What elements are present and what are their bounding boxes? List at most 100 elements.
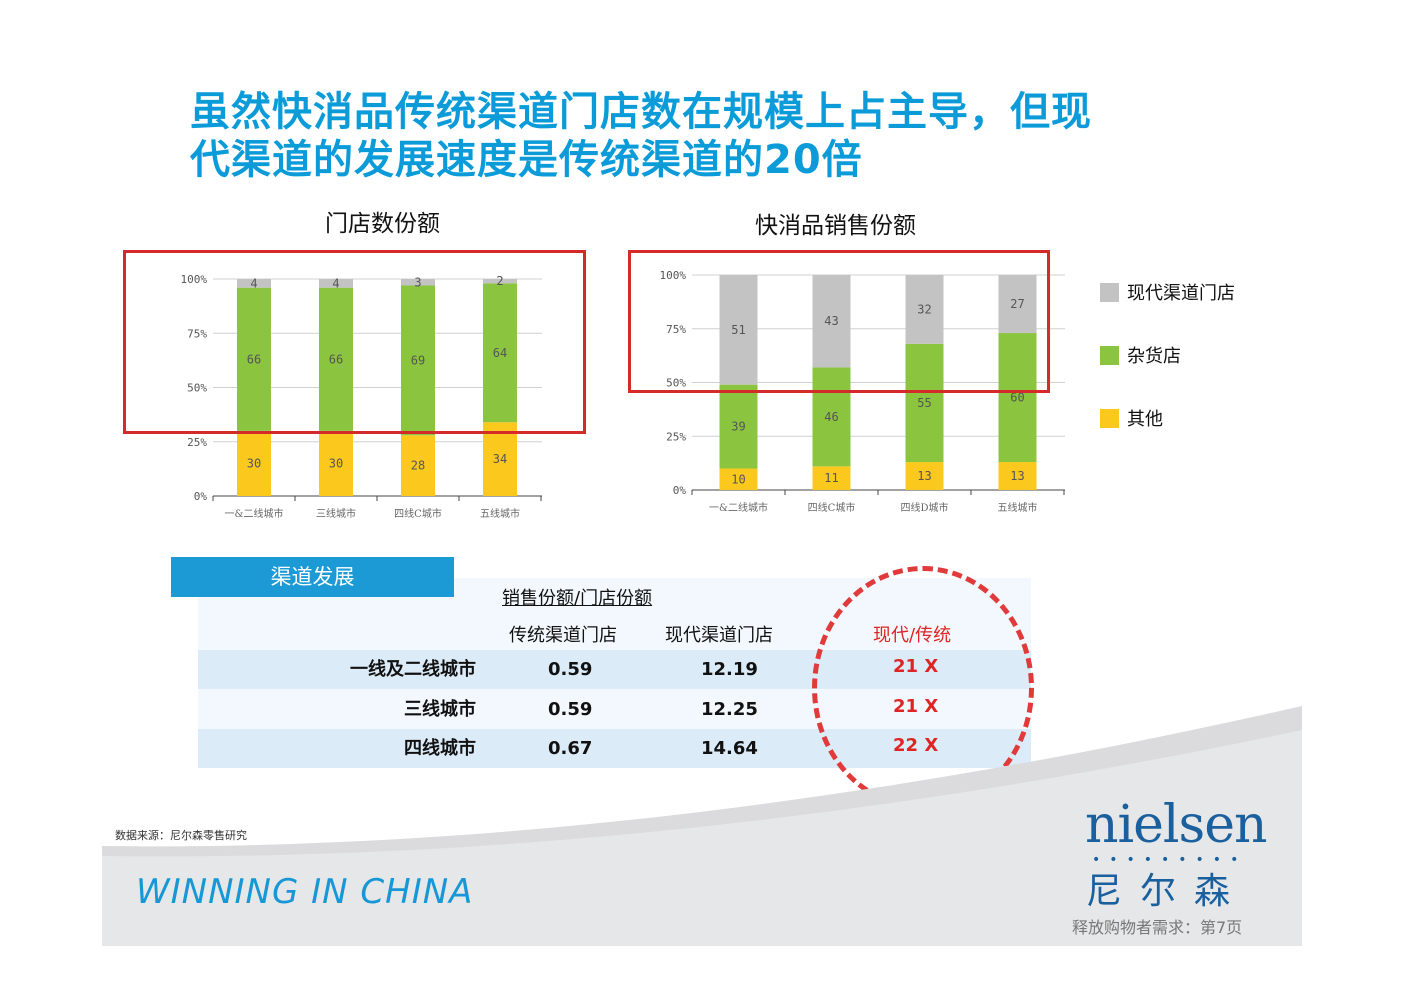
bar-segment <box>998 275 1037 334</box>
data-label: 4 <box>250 276 257 290</box>
bar-segment <box>483 422 517 496</box>
data-label: 13 <box>917 469 931 483</box>
x-tick-label: 四线C城市 <box>394 507 442 520</box>
legend-swatch <box>1100 408 1119 428</box>
store-share-chart: 0% 25% 50% 75% 100% 30 66 4 一&二线城市 30 66 4 三线城市 28 69 3… <box>181 273 542 520</box>
data-label: 27 <box>1010 297 1024 311</box>
bar-segment <box>237 279 271 288</box>
x-tick-label: 五线城市 <box>998 501 1038 514</box>
bar-segment <box>401 285 435 436</box>
data-label: 28 <box>411 459 425 473</box>
column-header-traditional: 传统渠道门店 <box>509 625 617 646</box>
data-label: 4 <box>332 276 339 290</box>
bar-segment <box>905 462 944 490</box>
page-title: 虽然快消品传统渠道门店数在规模上占主导，但现 代渠道的发展速度是传统渠道的20倍 <box>190 88 1250 184</box>
page-number-note: 释放购物者需求：第7页 <box>1072 918 1243 937</box>
data-label: 30 <box>329 456 343 470</box>
section-tab-channel: 渠道发展 <box>171 557 454 597</box>
bar-segment <box>905 275 944 344</box>
cell-modern: 12.25 <box>701 699 758 720</box>
bar-segment <box>237 287 271 431</box>
bar-segment <box>483 279 517 284</box>
title-line-2: 代渠道的发展速度是传统渠道的20倍 <box>190 137 863 183</box>
cell-traditional: 0.67 <box>548 738 593 759</box>
column-header-modern: 现代渠道门店 <box>665 625 773 646</box>
y-tick-label: 50% <box>666 377 686 390</box>
data-label: 60 <box>1010 391 1024 405</box>
legend-label: 现代渠道门店 <box>1127 283 1235 304</box>
legend-swatch <box>1100 345 1119 365</box>
data-label: 64 <box>493 346 507 360</box>
bar-segment <box>905 343 944 463</box>
x-tick-label: 三线城市 <box>316 507 356 520</box>
nielsen-logo: nielsen <box>1085 795 1267 855</box>
bar-segment <box>998 462 1037 490</box>
data-label: 30 <box>247 456 261 470</box>
bar-segment <box>812 275 851 368</box>
data-label: 3 <box>414 275 421 289</box>
bar-segment <box>998 333 1037 463</box>
chart-title-store-share: 门店数份额 <box>325 211 440 237</box>
x-tick-label: 一&二线城市 <box>709 501 768 514</box>
row-label: 四线城市 <box>404 738 476 759</box>
legend-label: 杂货店 <box>1127 346 1181 367</box>
nielsen-logo-cn: 尼尔森 <box>1086 871 1249 912</box>
data-label: 66 <box>247 352 261 366</box>
data-label: 66 <box>329 352 343 366</box>
x-tick-label: 五线城市 <box>480 507 520 520</box>
legend-item-grocery: 杂货店 <box>1100 345 1235 367</box>
data-label: 13 <box>1010 469 1024 483</box>
bar-segment <box>319 287 353 431</box>
bar-segment <box>719 468 758 490</box>
y-tick-label: 0% <box>673 484 687 497</box>
cell-traditional: 0.59 <box>548 699 593 720</box>
data-label: 46 <box>824 410 838 424</box>
chart-title-sales-share: 快消品销售份额 <box>755 213 916 239</box>
bar-segment <box>401 279 435 286</box>
data-label: 43 <box>824 314 838 328</box>
bar-segment <box>319 279 353 288</box>
data-source-note: 数据来源：尼尔森零售研究 <box>115 829 247 842</box>
row-label: 三线城市 <box>404 699 476 720</box>
data-label: 55 <box>917 396 931 410</box>
nielsen-logo-dots: ••••••••• <box>1092 852 1248 868</box>
cell-modern: 12.19 <box>701 659 758 680</box>
y-tick-label: 100% <box>660 269 687 282</box>
row-label: 一线及二线城市 <box>350 659 476 680</box>
data-label: 51 <box>731 323 745 337</box>
bar-segment <box>812 466 851 490</box>
cell-modern: 14.64 <box>701 738 758 759</box>
bar-segment <box>719 384 758 469</box>
sales-share-chart: 0% 25% 50% 75% 100% 10 39 51 一&二线城市 11 46 43 四线C城市 13… <box>660 269 1065 514</box>
x-tick-label: 一&二线城市 <box>225 507 284 520</box>
cell-traditional: 0.59 <box>548 659 593 680</box>
y-tick-label: 75% <box>666 323 686 336</box>
data-label: 11 <box>824 471 838 485</box>
y-tick-label: 75% <box>187 327 207 340</box>
legend-label: 其他 <box>1127 409 1163 430</box>
x-tick-label: 四线C城市 <box>808 501 856 514</box>
footer-swoosh <box>102 706 1302 946</box>
data-label: 39 <box>731 420 745 434</box>
title-line-1: 虽然快消品传统渠道门店数在规模上占主导，但现 <box>190 89 1092 135</box>
legend-swatch <box>1100 282 1119 302</box>
legend-item-other: 其他 <box>1100 408 1235 430</box>
data-label: 10 <box>731 472 745 486</box>
y-tick-label: 0% <box>194 490 208 503</box>
legend-item-modern: 现代渠道门店 <box>1100 282 1235 304</box>
y-tick-label: 25% <box>187 436 207 449</box>
x-tick-label: 四线D城市 <box>900 501 948 514</box>
chart-legend: 现代渠道门店 杂货店 其他 <box>1100 282 1235 471</box>
y-tick-label: 50% <box>187 382 207 395</box>
data-label: 32 <box>917 302 931 316</box>
data-label: 2 <box>496 274 503 288</box>
slogan-logo: WINNING IN CHINA <box>136 872 474 912</box>
data-label: 34 <box>493 452 507 466</box>
bar-segment <box>237 430 271 496</box>
y-tick-label: 25% <box>666 430 686 443</box>
highlight-box-store-share <box>123 250 586 434</box>
bar-segment <box>401 435 435 496</box>
data-label: 69 <box>411 353 425 367</box>
table-group-header: 销售份额/门店份额 <box>502 588 653 609</box>
highlight-box-sales-share <box>628 250 1050 393</box>
